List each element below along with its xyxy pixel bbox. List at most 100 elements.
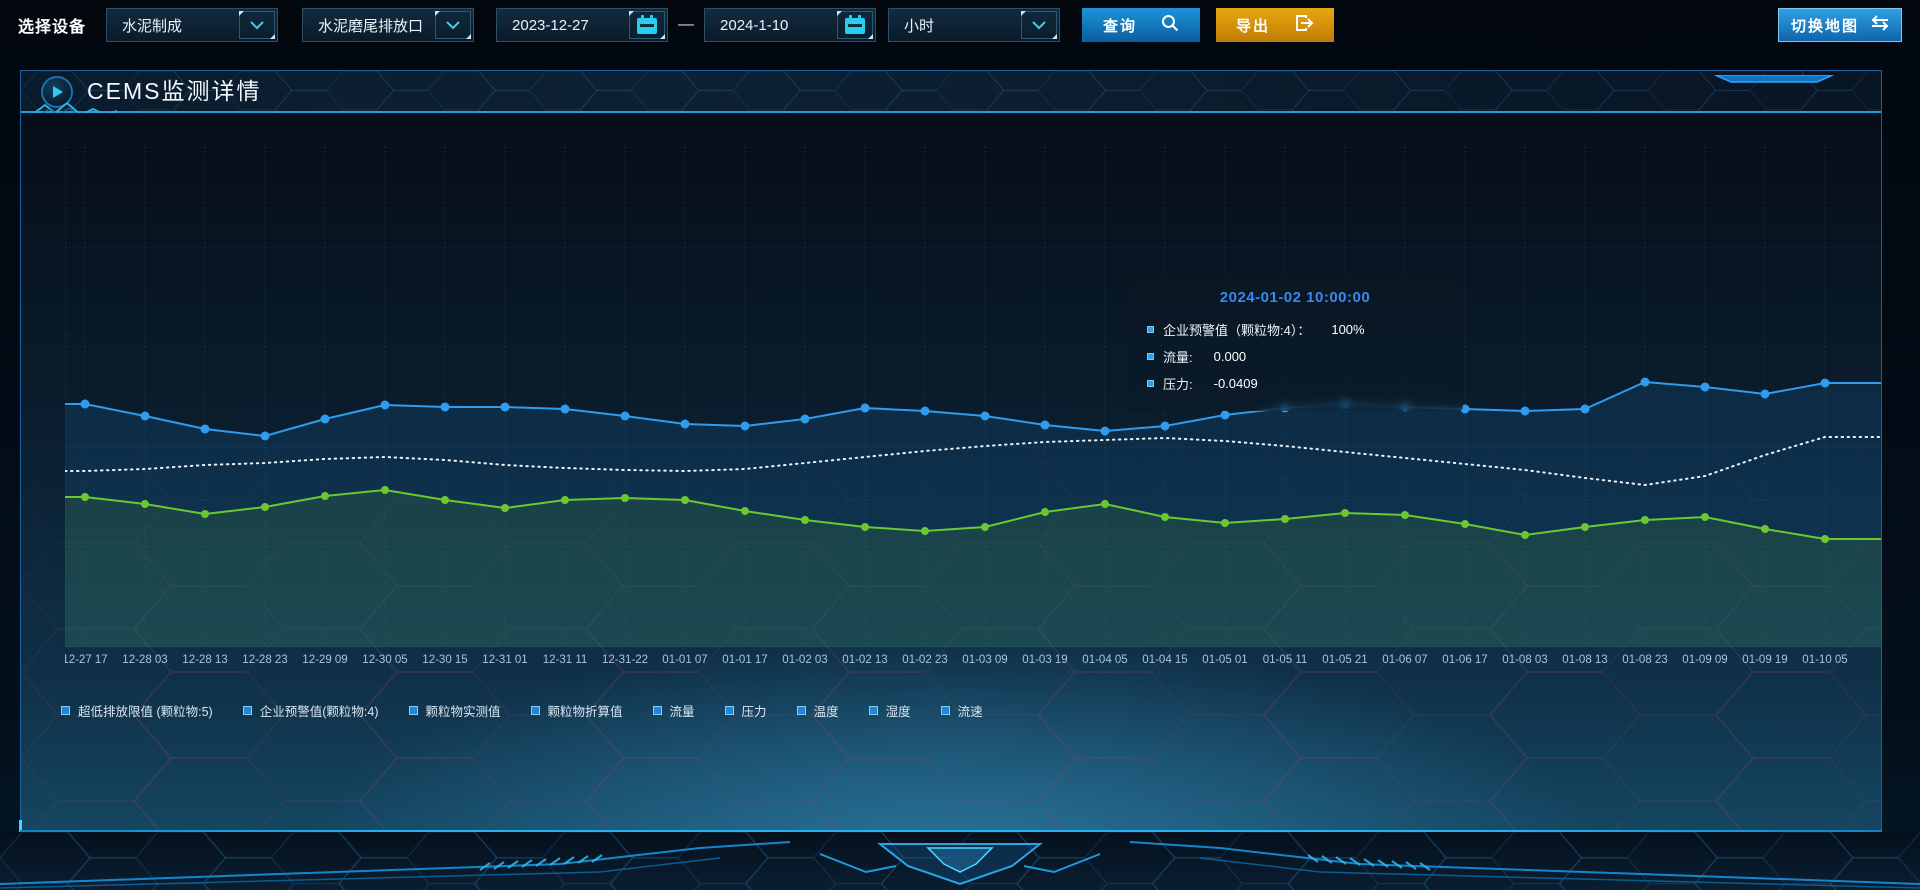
legend-label: 颗粒物折算值 (547, 705, 623, 719)
tooltip-title: 2024-01-02 10:00:00 (1219, 289, 1371, 306)
x-axis-label: 12-31-22 (602, 654, 648, 666)
x-axis-label: 01-05 11 (1263, 654, 1308, 666)
device-outlet-select[interactable]: 水泥磨尾排放口 (302, 8, 475, 42)
x-axis-label: 01-06 07 (1382, 654, 1427, 666)
date-range-separator: — (678, 16, 695, 33)
x-axis-label: 12-28 13 (182, 654, 227, 666)
chart-tooltip: 2024-01-02 10:00:00 企业预警值（颗粒物:4）： 100% 流量:… (1127, 273, 1463, 411)
legend-label: 湿度 (885, 705, 911, 719)
interval-value: 小时 (904, 17, 935, 35)
tooltip-row: 流量: 0.000 (1147, 347, 1443, 366)
device-outlet-value: 水泥磨尾排放口 (318, 17, 424, 35)
panel-title: CEMS监测详情 (87, 78, 262, 104)
calendar-icon (837, 11, 874, 39)
x-axis-label: 01-08 03 (1502, 654, 1547, 666)
legend-item[interactable]: 温度 (796, 701, 839, 720)
device-category-value: 水泥制成 (122, 17, 183, 35)
legend-marker-icon (530, 706, 540, 715)
legend-label: 流速 (957, 705, 983, 719)
tooltip-series-marker-icon (1147, 380, 1154, 387)
legend-label: 流量 (669, 705, 695, 719)
x-axis-label: 01-03 19 (1022, 654, 1067, 666)
cems-panel: CEMS监测详情 (19, 70, 1882, 834)
x-axis-label: 01-06 17 (1442, 654, 1487, 666)
tooltip-label: 企业预警值（颗粒物:4）： (1163, 323, 1311, 338)
hexagon-texture (21, 71, 1881, 113)
x-axis-labels: 12-27 17 12-28 03 12-28 13 12-28 23 12-29 09… (62, 654, 1847, 666)
x-axis-label: 01-10 05 (1802, 654, 1847, 666)
legend-item[interactable]: 湿度 (868, 701, 911, 720)
search-icon (1161, 14, 1179, 36)
end-date-input[interactable]: 2024-1-10 (704, 8, 877, 42)
legend-item[interactable]: 企业预警值(颗粒物:4) (242, 701, 379, 720)
legend-item[interactable]: 超低排放限值 (颗粒物:5) (61, 701, 213, 720)
x-axis-label: 01-04 05 (1082, 654, 1127, 666)
legend-marker-icon (408, 706, 418, 715)
legend-marker-icon (868, 706, 878, 715)
chevron-down-icon (239, 11, 276, 39)
legend-marker-icon (61, 706, 70, 715)
series-企业预警值(颗粒物:4) (64, 377, 1881, 647)
start-date-value: 2023-12-27 (512, 16, 589, 34)
panel-body: 12-27 17 12-28 03 12-28 13 12-28 23 12-29 09… (21, 113, 1881, 831)
x-axis-label: 01-09 09 (1682, 654, 1727, 666)
cems-line-chart[interactable]: 12-27 17 12-28 03 12-28 13 12-28 23 12-29 09… (62, 146, 1881, 692)
x-axis-label: 01-09 19 (1742, 654, 1787, 666)
footer-decoration (0, 832, 1920, 890)
x-axis-label: 01-05 01 (1202, 654, 1247, 666)
legend-marker-icon (796, 706, 806, 715)
device-category-select[interactable]: 水泥制成 (106, 8, 279, 42)
switch-map-button[interactable]: 切换地图 (1778, 8, 1902, 42)
tooltip-label: 压力: (1163, 377, 1193, 392)
switch-map-label: 切换地图 (1790, 17, 1859, 35)
tooltip-series-marker-icon (1147, 353, 1154, 360)
chart-legend: 超低排放限值 (颗粒物:5) 企业预警值(颗粒物:4) 颗粒物实测值 颗粒物折算值 流量… (61, 701, 983, 720)
x-axis-label: 01-01 17 (722, 654, 767, 666)
x-axis-label: 12-28 23 (242, 654, 287, 666)
tooltip-row: 压力: -0.0409 (1147, 374, 1443, 393)
series-压力 (64, 486, 1881, 647)
x-axis-label: 01-03 09 (962, 654, 1007, 666)
x-axis-label: 01-04 15 (1142, 654, 1187, 666)
interval-select[interactable]: 小时 (888, 8, 1061, 42)
legend-item[interactable]: 流速 (940, 701, 983, 720)
header-notch-decoration (1713, 70, 1835, 88)
legend-marker-icon (242, 706, 252, 715)
query-button-label: 查询 (1103, 17, 1138, 35)
x-axis-label: 12-28 03 (122, 654, 167, 666)
hexagon-texture (21, 113, 1881, 831)
x-axis-label: 12-29 09 (302, 654, 347, 666)
legend-label: 企业预警值(颗粒物:4) (259, 705, 379, 719)
play-icon[interactable] (41, 76, 73, 108)
legend-label: 超低排放限值 (颗粒物:5) (78, 705, 213, 719)
legend-item[interactable]: 颗粒物实测值 (408, 701, 501, 720)
x-axis-label: 01-08 23 (1622, 654, 1667, 666)
legend-item[interactable]: 颗粒物折算值 (530, 701, 623, 720)
legend-item[interactable]: 压力 (724, 701, 767, 720)
export-button[interactable]: 导出 (1216, 8, 1335, 42)
chevron-down-icon (1021, 11, 1058, 39)
chevron-down-icon (435, 11, 472, 39)
x-axis-label: 01-08 13 (1562, 654, 1607, 666)
x-axis-label: 01-02 03 (782, 654, 827, 666)
device-select-label: 选择设备 (18, 19, 87, 36)
legend-marker-icon (652, 706, 662, 715)
tooltip-value: 0.000 (1213, 349, 1247, 364)
x-axis-label: 12-30 05 (362, 654, 407, 666)
query-button[interactable]: 查询 (1082, 8, 1201, 42)
legend-marker-icon (724, 706, 734, 715)
x-axis-label: 01-01 07 (662, 654, 707, 666)
legend-label: 颗粒物实测值 (425, 705, 501, 719)
export-button-label: 导出 (1236, 17, 1271, 35)
tooltip-series-marker-icon (1147, 326, 1154, 333)
start-date-input[interactable]: 2023-12-27 (496, 8, 669, 42)
legend-item[interactable]: 流量 (652, 701, 695, 720)
series-流量 (64, 436, 1881, 487)
x-axis-label: 01-02 13 (842, 654, 887, 666)
x-axis-label: 12-31 11 (543, 654, 588, 666)
legend-label: 温度 (813, 705, 839, 719)
x-axis-label: 01-02 23 (902, 654, 947, 666)
legend-marker-icon (940, 706, 950, 715)
x-axis-label: 12-30 15 (422, 654, 467, 666)
